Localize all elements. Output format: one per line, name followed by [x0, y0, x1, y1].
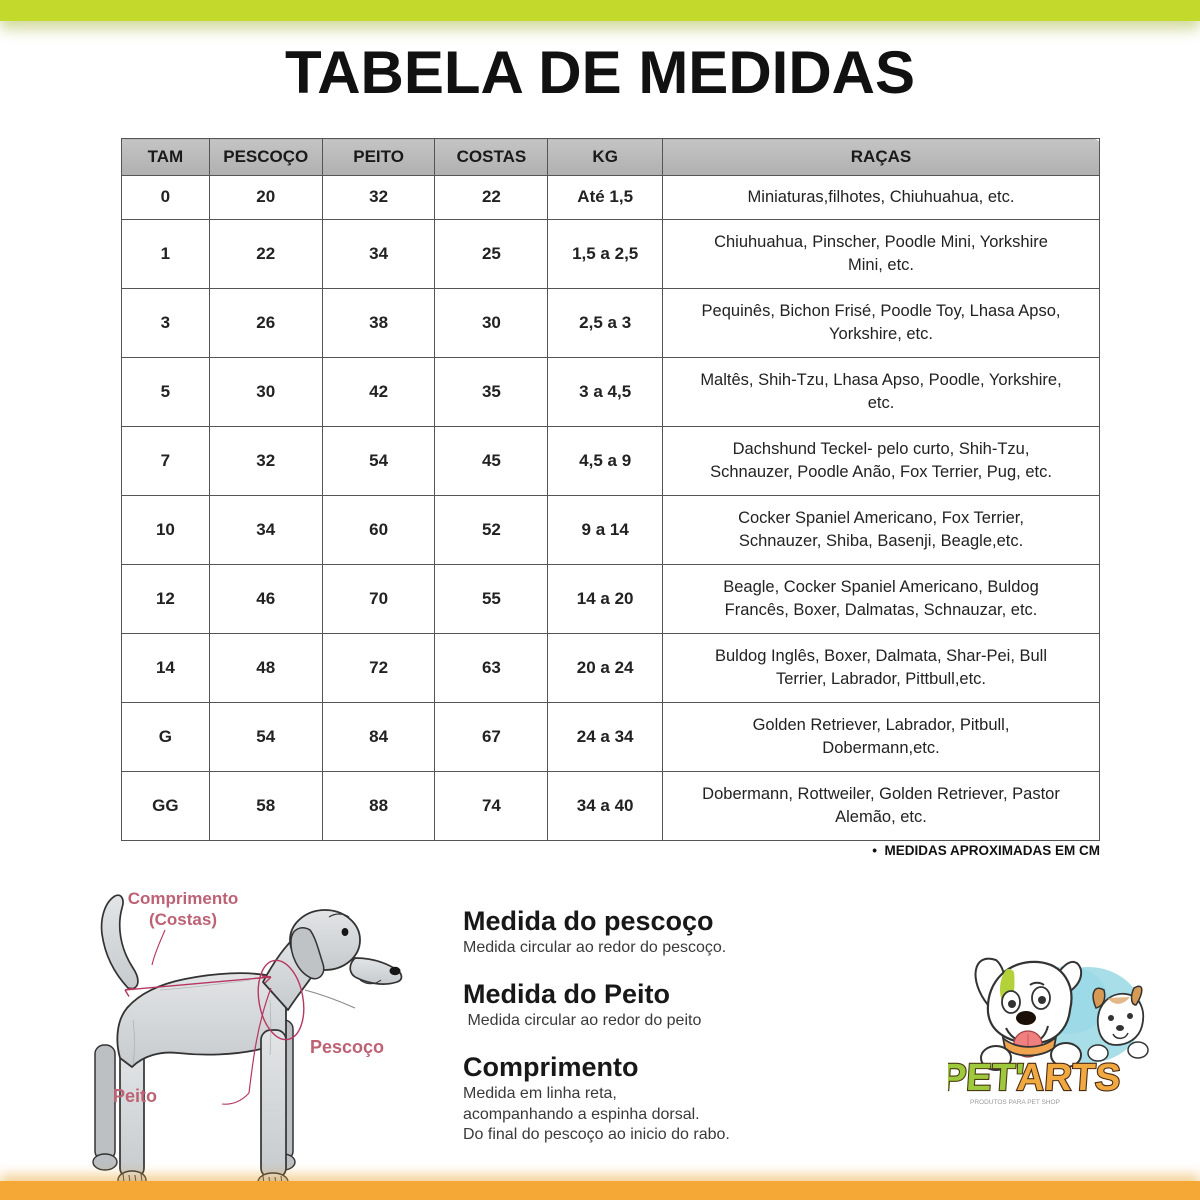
- svg-text:Comprimento: Comprimento: [128, 890, 239, 908]
- svg-text:Peito: Peito: [113, 1086, 157, 1106]
- svg-text:Pescoço: Pescoço: [310, 1037, 384, 1057]
- svg-text:(Costas): (Costas): [149, 910, 217, 929]
- svg-text:PET': PET': [948, 1057, 1025, 1099]
- svg-text:PRODUTOS PARA PET SHOP: PRODUTOS PARA PET SHOP: [970, 1099, 1060, 1106]
- svg-text:ARTS: ARTS: [1016, 1057, 1122, 1099]
